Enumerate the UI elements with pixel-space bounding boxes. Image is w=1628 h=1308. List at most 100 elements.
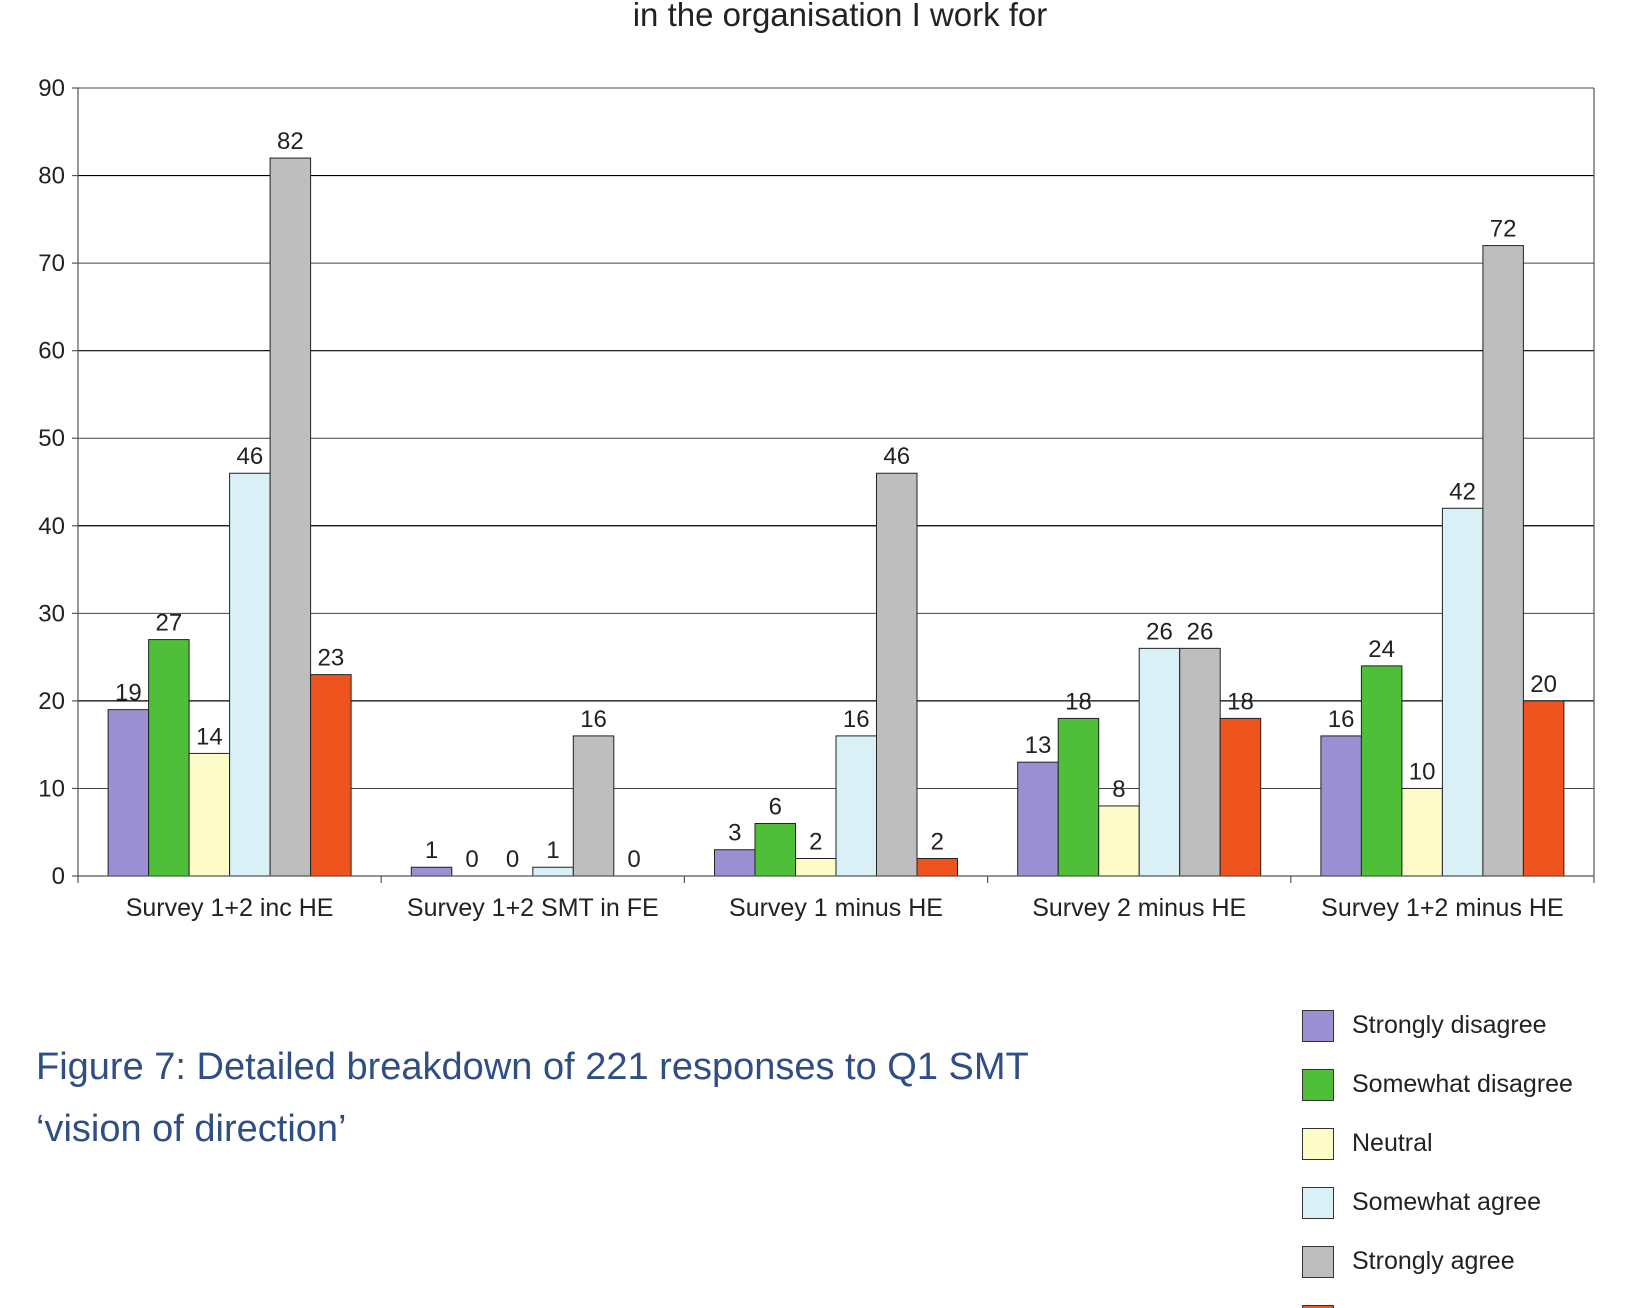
data-label-strongly-disagree-4: 13 <box>1025 732 1052 759</box>
legend-item-strongly-agree: Strongly agree <box>1302 1232 1628 1291</box>
data-label-strongly-agree-3: 46 <box>883 443 910 470</box>
data-label-strongly-agree-4: 26 <box>1187 618 1214 645</box>
data-label-somewhat-disagree-2: 0 <box>465 846 478 873</box>
bar-strongly-agree-1 <box>269 157 312 877</box>
bar-n-a-1 <box>310 674 352 877</box>
data-label-n-a-2: 0 <box>627 846 640 873</box>
x-tick-label-5: Survey 1+2 minus HE <box>1321 894 1563 922</box>
legend-item-n-a: N/A <box>1302 1291 1628 1308</box>
data-label-strongly-disagree-5: 16 <box>1328 706 1355 733</box>
bar-strongly-agree-2 <box>572 735 615 877</box>
data-label-neutral-1: 14 <box>196 723 223 750</box>
bar-strongly-disagree-4 <box>1017 761 1059 877</box>
data-label-somewhat-disagree-5: 24 <box>1368 636 1395 663</box>
bar-somewhat-agree-3 <box>835 735 877 877</box>
y-axis-ticks: 0 10 20 30 40 50 60 70 80 90 <box>38 75 78 890</box>
legend-label-somewhat-disagree: Somewhat disagree <box>1352 1070 1573 1098</box>
bar-strongly-disagree-3 <box>714 849 756 877</box>
bar-chart: in the organisation I work for 010203040… <box>38 0 1595 922</box>
x-tick-label-2: Survey 1+2 SMT in FE <box>407 894 659 922</box>
data-label-somewhat-agree-4: 26 <box>1146 618 1173 645</box>
data-label-somewhat-agree-3: 16 <box>843 706 870 733</box>
data-label-somewhat-disagree-3: 6 <box>769 793 782 820</box>
legend-label-n-a: N/A <box>1352 1306 1394 1308</box>
bar-strongly-agree-3 <box>876 472 918 877</box>
data-label-n-a-1: 23 <box>317 645 344 672</box>
data-label-somewhat-agree-2: 1 <box>546 837 559 864</box>
y-tick-label-50: 50 <box>38 425 65 452</box>
bar-neutral-1 <box>188 752 231 877</box>
y-tick-label-60: 60 <box>38 338 65 365</box>
y-tick-label-70: 70 <box>38 250 65 277</box>
y-tick-label-0: 0 <box>52 863 65 890</box>
data-label-strongly-disagree-1: 19 <box>115 680 142 707</box>
bar-strongly-agree-5 <box>1482 245 1524 877</box>
bar-somewhat-agree-5 <box>1441 507 1484 877</box>
caption-line-1: Figure 7: Detailed breakdown of 221 resp… <box>36 1046 1029 1088</box>
data-label-strongly-agree-1: 82 <box>277 128 304 155</box>
y-tick-label-80: 80 <box>38 163 65 190</box>
data-label-n-a-3: 2 <box>931 828 944 855</box>
bar-somewhat-disagree-4 <box>1057 717 1100 877</box>
y-tick-label-90: 90 <box>38 75 65 102</box>
data-label-somewhat-agree-5: 42 <box>1449 478 1476 505</box>
data-label-somewhat-disagree-1: 27 <box>155 610 182 637</box>
x-tick-label-4: Survey 2 minus HE <box>1032 894 1246 922</box>
bar-strongly-disagree-5 <box>1320 735 1362 877</box>
bar-n-a-4 <box>1219 717 1262 877</box>
legend-swatch-strongly-agree <box>1302 1245 1334 1278</box>
bar-somewhat-agree-2 <box>532 866 574 877</box>
chart-title: in the organisation I work for <box>633 0 1048 33</box>
data-label-neutral-4: 8 <box>1112 776 1125 803</box>
legend-label-strongly-disagree: Strongly disagree <box>1352 1011 1547 1039</box>
y-tick-label-10: 10 <box>38 775 65 802</box>
legend-label-strongly-agree: Strongly agree <box>1352 1247 1515 1275</box>
bar-neutral-5 <box>1401 787 1443 877</box>
data-label-neutral-3: 2 <box>809 828 822 855</box>
legend-swatch-somewhat-agree <box>1302 1186 1334 1219</box>
bar-somewhat-disagree-1 <box>148 639 190 877</box>
legend-item-somewhat-agree: Somewhat agree <box>1302 1173 1628 1232</box>
bar-neutral-3 <box>795 857 837 877</box>
bar-somewhat-disagree-3 <box>754 822 796 877</box>
legend-item-neutral: Neutral <box>1302 1114 1628 1173</box>
y-tick-label-20: 20 <box>38 688 65 715</box>
legend-item-strongly-disagree: Strongly disagree <box>1302 996 1628 1055</box>
bar-somewhat-agree-1 <box>229 472 271 877</box>
data-label-neutral-2: 0 <box>506 846 519 873</box>
legend-swatch-strongly-disagree <box>1302 1009 1334 1042</box>
bar-n-a-5 <box>1522 700 1565 877</box>
bars <box>107 157 1565 877</box>
data-label-strongly-agree-2: 16 <box>580 706 607 733</box>
x-tick-label-1: Survey 1+2 inc HE <box>126 894 334 922</box>
x-tick-label-3: Survey 1 minus HE <box>729 894 943 922</box>
data-label-n-a-5: 20 <box>1530 671 1557 698</box>
bar-strongly-disagree-2 <box>410 866 453 877</box>
data-label-somewhat-agree-1: 46 <box>236 443 263 470</box>
bar-neutral-4 <box>1098 805 1140 877</box>
data-label-strongly-disagree-2: 1 <box>425 837 438 864</box>
chart-legend: Strongly disagree Somewhat disagree Neutra… <box>1302 996 1628 1308</box>
legend-swatch-neutral <box>1302 1127 1334 1160</box>
caption-line-2: ‘vision of direction’ <box>36 1108 347 1150</box>
bar-somewhat-agree-4 <box>1138 647 1181 877</box>
x-axis-ticks: Survey 1+2 inc HE Survey 1+2 SMT in FE Sur… <box>77 876 1595 922</box>
data-label-strongly-disagree-3: 3 <box>728 820 741 847</box>
bar-strongly-agree-4 <box>1179 647 1221 877</box>
legend-item-somewhat-disagree: Somewhat disagree <box>1302 1055 1628 1114</box>
y-tick-label-40: 40 <box>38 513 65 540</box>
legend-swatch-n-a <box>1302 1304 1334 1308</box>
y-tick-label-30: 30 <box>38 600 65 627</box>
data-label-n-a-4: 18 <box>1227 688 1254 715</box>
data-label-strongly-agree-5: 72 <box>1490 216 1517 243</box>
data-label-neutral-5: 10 <box>1409 758 1436 785</box>
legend-label-somewhat-agree: Somewhat agree <box>1352 1188 1542 1216</box>
figure-caption: Figure 7: Detailed breakdown of 221 resp… <box>36 1036 1156 1160</box>
legend-swatch-somewhat-disagree <box>1302 1068 1334 1101</box>
bar-somewhat-disagree-5 <box>1360 665 1403 877</box>
legend-label-neutral: Neutral <box>1352 1129 1433 1157</box>
bar-n-a-3 <box>916 857 958 877</box>
data-label-somewhat-disagree-4: 18 <box>1065 688 1092 715</box>
bar-strongly-disagree-1 <box>107 709 150 877</box>
